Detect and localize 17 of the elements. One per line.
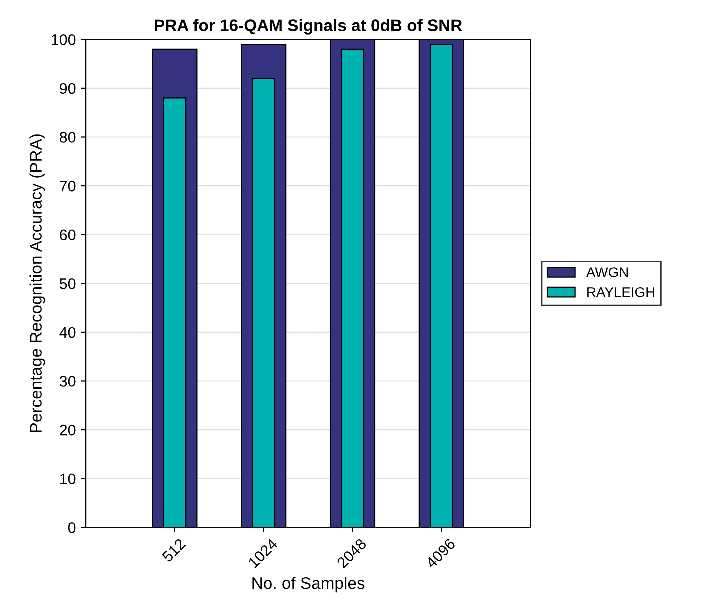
y-axis-title: Percentage Recognition Accuracy (PRA) — [30, 134, 46, 432]
y-tick-label: 80 — [60, 132, 76, 143]
y-tick-label: 60 — [60, 230, 76, 241]
y-tick-label: 0 — [68, 522, 76, 534]
y-tick-label: 30 — [60, 376, 76, 387]
legend-label: RAYLEIGH — [588, 287, 654, 298]
x-tick-label: 512 — [162, 538, 186, 563]
y-tick-label: 10 — [60, 474, 76, 485]
x-axis-title: No. of Samples — [252, 577, 365, 593]
y-tick-label: 20 — [60, 424, 76, 436]
y-tick-label: 100 — [52, 34, 76, 46]
chart-title: PRA for 16-QAM Signals at 0dB of SNR — [155, 19, 462, 35]
y-tick-label: 90 — [60, 83, 76, 94]
y-tick-label: 40 — [60, 327, 76, 338]
y-tick-label: 50 — [60, 278, 76, 290]
y-tick-label: 70 — [60, 180, 76, 192]
legend-label: AWGN — [586, 268, 628, 278]
